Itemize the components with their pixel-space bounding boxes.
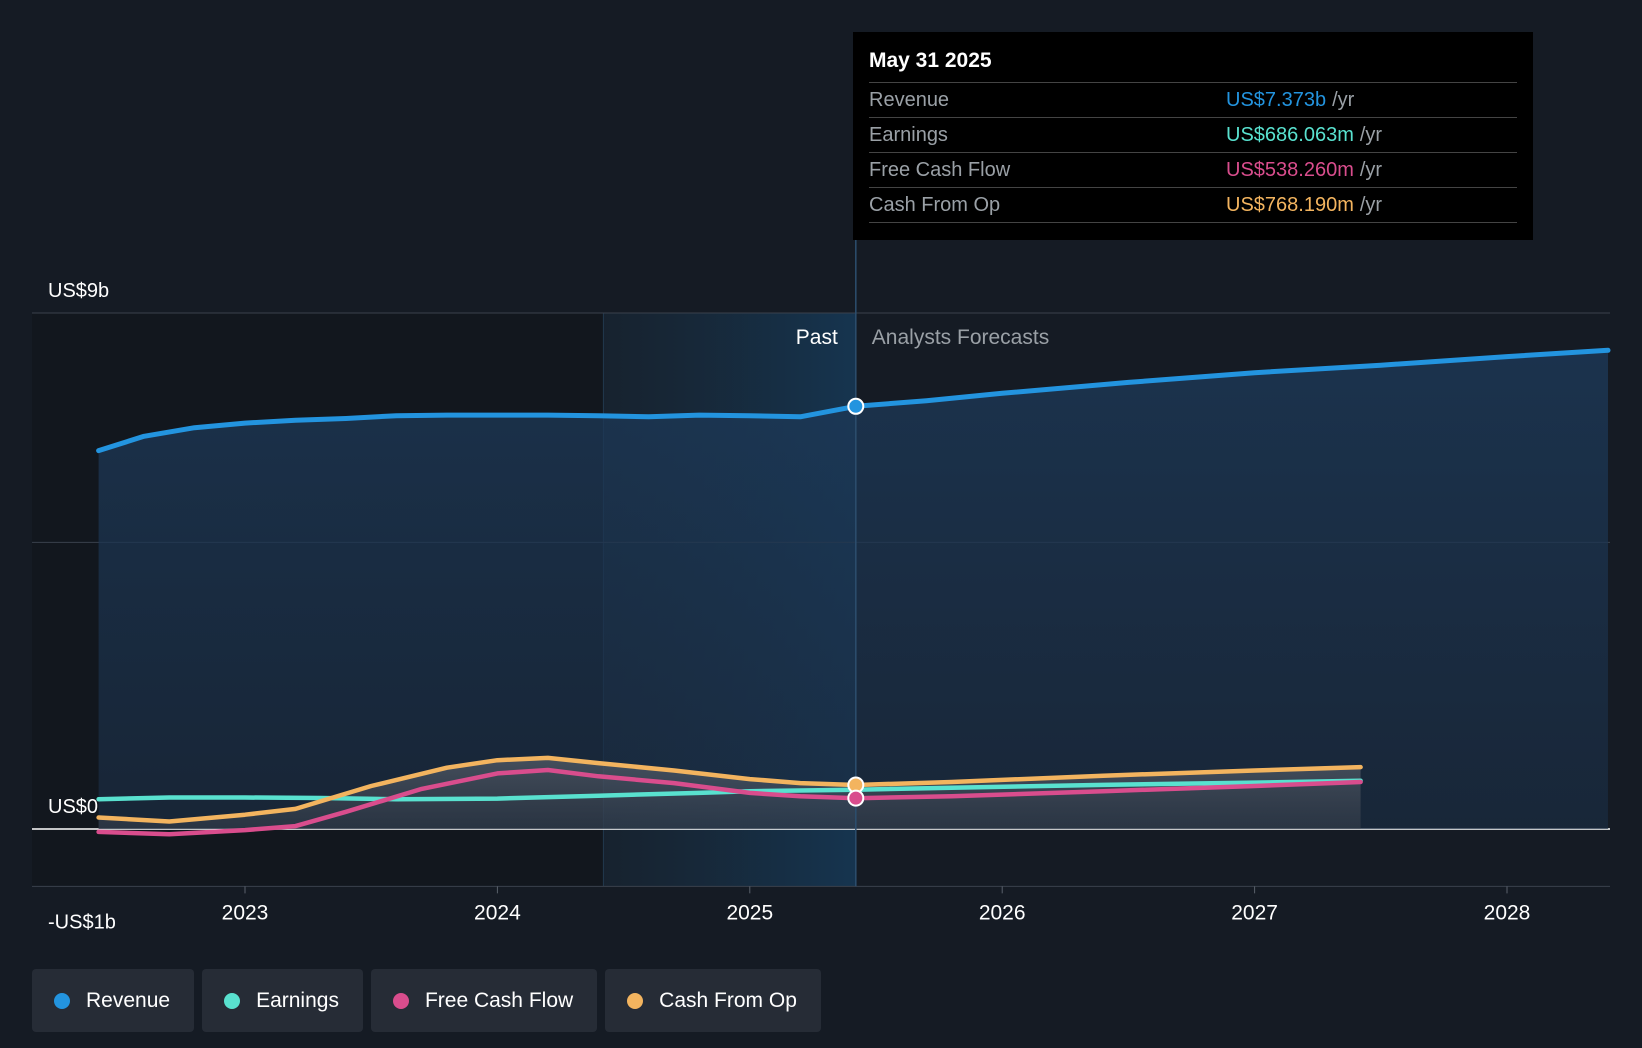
legend: Revenue Earnings Free Cash Flow Cash Fro… — [32, 969, 821, 1032]
y-tick-label: US$9b — [48, 280, 109, 302]
tooltip-label: Earnings — [869, 123, 948, 146]
legend-dot-icon — [54, 992, 70, 1009]
legend-item-free-cash-flow[interactable]: Free Cash Flow — [370, 969, 598, 1032]
x-tick-label: 2027 — [1231, 901, 1278, 924]
tooltip-row-earnings: Earnings US$686.063m /yr — [869, 117, 1517, 152]
series-line-cash-from-op — [96, 755, 1363, 824]
tooltip-value: US$7.373b — [1226, 88, 1327, 111]
chart: US$9b US$0 -US$1b 2023 2024 2025 2026 2027 2028 P… — [32, 240, 1611, 933]
tooltip: May 31 2025 Revenue US$7.373b /yr Earnin… — [853, 32, 1533, 240]
legend-dot-icon — [392, 992, 409, 1009]
y-tick-label: US$0 — [48, 796, 98, 818]
legend-label: Earnings — [256, 988, 339, 1012]
legend-item-cash-from-op[interactable]: Cash From Op — [605, 969, 821, 1032]
tooltip-unit: /yr — [1359, 193, 1383, 216]
tooltip-label: Revenue — [869, 88, 950, 111]
tooltip-row-revenue: Revenue US$7.373b /yr — [869, 82, 1517, 117]
forecast-label: Analysts Forecasts — [872, 326, 1049, 349]
legend-item-revenue[interactable]: Revenue — [32, 969, 195, 1032]
revenue-area — [98, 350, 1609, 829]
tooltip-row-cash-from-op: Cash From Op US$768.190m /yr — [869, 187, 1517, 223]
hover-marker-free-cash-flow — [847, 789, 865, 807]
tooltip-unit: /yr — [1332, 88, 1355, 111]
legend-label: Revenue — [86, 988, 171, 1012]
past-label: Past — [796, 326, 838, 349]
legend-label: Free Cash Flow — [424, 988, 574, 1012]
tooltip-value: US$538.260m — [1226, 158, 1354, 181]
tooltip-label: Cash From Op — [869, 193, 1001, 216]
series-line-revenue — [96, 347, 1611, 454]
legend-item-earnings[interactable]: Earnings — [202, 969, 363, 1032]
legend-label: Cash From Op — [659, 988, 797, 1012]
tooltip-row-free-cash-flow: Free Cash Flow US$538.260m /yr — [869, 152, 1517, 187]
x-tick-label: 2025 — [726, 901, 773, 924]
legend-dot-icon — [224, 992, 241, 1009]
tooltip-unit: /yr — [1359, 123, 1383, 146]
tooltip-label: Free Cash Flow — [869, 158, 1011, 181]
x-tick-label: 2028 — [1484, 901, 1531, 924]
tooltip-value: US$768.190m — [1226, 193, 1354, 216]
series-line-earnings — [96, 778, 1363, 802]
tooltip-date: May 31 2025 — [869, 49, 992, 72]
tooltip-value: US$686.063m — [1226, 123, 1354, 146]
x-tick-label: 2026 — [979, 901, 1026, 924]
legend-dot-icon — [627, 992, 644, 1009]
tooltip-unit: /yr — [1359, 158, 1383, 181]
x-tick-label: 2024 — [474, 901, 521, 924]
y-tick-label: -US$1b — [48, 911, 116, 933]
hover-marker-revenue — [847, 397, 865, 415]
x-tick-label: 2023 — [222, 901, 269, 924]
series-line-free-cash-flow — [96, 767, 1363, 837]
